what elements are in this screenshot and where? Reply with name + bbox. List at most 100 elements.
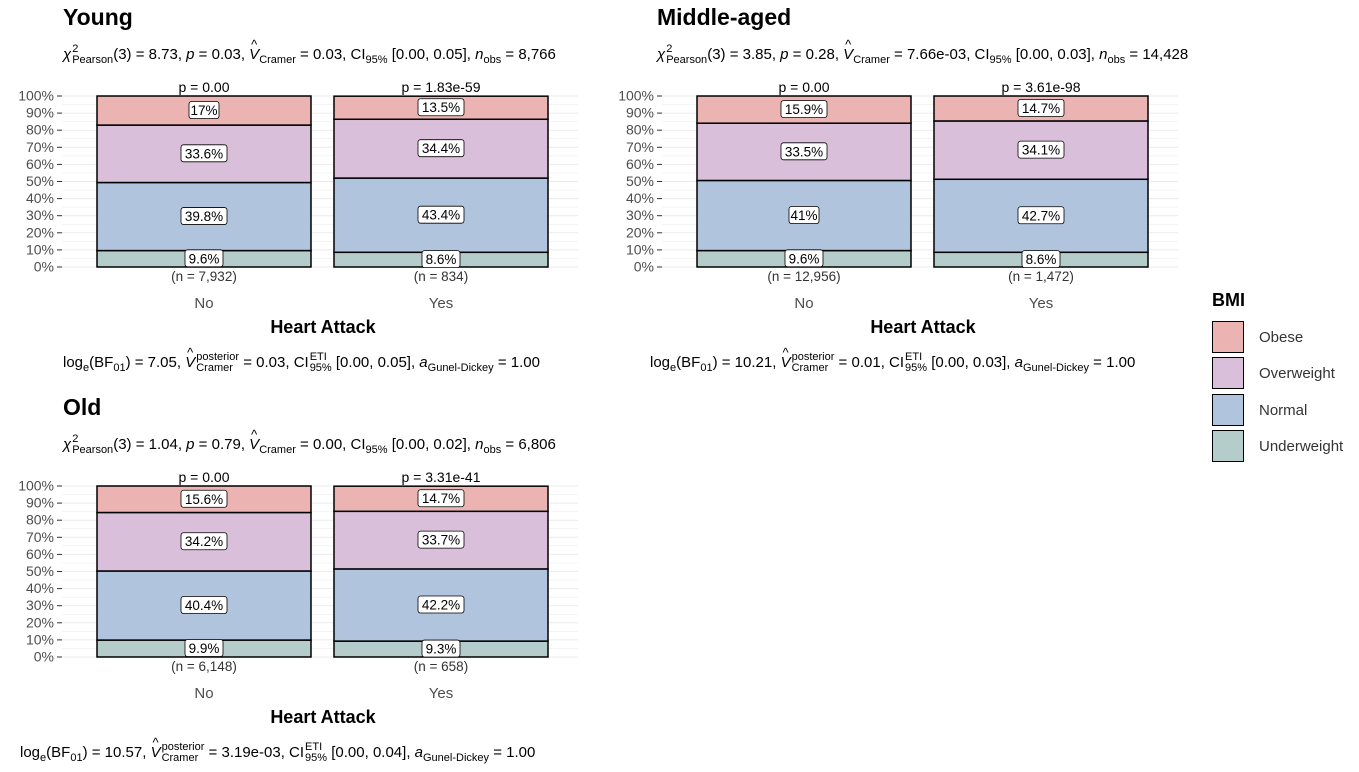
legend-label: Normal [1259,402,1308,419]
y-tick-label: 100% [18,88,54,104]
y-tick-label: 80% [26,122,54,138]
data-label-box [184,639,224,657]
chart-title: Old [63,394,102,420]
data-label: 34.4% [422,141,460,156]
stacked-bar-chart: 0% 10%20%30%40%50%60%70%80%90%100% 9.6% 39.… [18,79,578,337]
y-tick-label: 70% [26,139,54,155]
y-tick-label: 50% [26,173,54,189]
legend-item-underweight: Underweight [1212,430,1359,466]
y-tick-label: 40% [626,190,654,206]
data-label: 41% [790,208,817,223]
data-label: 39.8% [185,209,223,224]
data-label-box [417,595,465,614]
legend-title: BMI [1212,290,1245,310]
y-tick-label: 100% [18,478,54,494]
data-label-box [180,532,228,551]
data-label-box [788,206,820,224]
legend-swatch [1212,321,1244,353]
data-label: 9.3% [426,642,457,657]
y-tick-label: 20% [26,224,54,240]
y-tick-label: 50% [26,563,54,579]
data-label: 40.4% [185,598,223,613]
data-label: 14.7% [422,491,460,506]
data-label: 42.2% [422,598,460,613]
data-label-box [180,489,228,508]
data-label-box [180,596,228,614]
data-label-box [1017,206,1065,225]
n-label: (n = 7,932) [171,269,237,284]
y-tick-label: 90% [26,105,54,121]
legend-label: Overweight [1259,365,1335,382]
data-label: 9.6% [189,251,220,266]
p-value-label: p = 3.61e-98 [1001,79,1080,95]
y-tick-label: 10% [26,241,54,257]
y-tick-label: 30% [26,597,54,613]
y-tick-label: 60% [26,156,54,172]
legend-label: Underweight [1259,438,1344,455]
data-label: 33.7% [422,533,460,548]
n-label: (n = 658) [414,659,468,674]
p-value-label: p = 0.00 [779,79,830,95]
stacked-bar-chart: 0% 10%20%30%40%50%60%70%80%90%100% 9.9% 40.… [18,469,578,727]
data-label-box [1017,140,1065,159]
p-value-label: p = 0.00 [179,469,230,485]
y-tick-label: 30% [626,207,654,223]
legend-item-overweight: Overweight [1212,357,1359,393]
y-tick-label: 0% [634,259,654,275]
n-label: (n = 12,956) [767,269,840,284]
y-tick-label: 40% [26,580,54,596]
y-tick-label: 90% [626,105,654,121]
data-label-box [180,144,228,163]
x-tick-label: Yes [429,295,453,312]
data-label: 8.6% [426,252,457,267]
y-tick-label: 100% [618,88,654,104]
data-label-box [780,100,828,118]
x-tick-label: No [194,685,213,702]
y-tick-label: 70% [26,529,54,545]
x-axis-title: Heart Attack [870,317,976,337]
y-tick-label: 40% [26,190,54,206]
n-label: (n = 6,148) [171,659,237,674]
data-label-box [417,205,465,224]
data-label: 34.2% [185,534,223,549]
n-label: (n = 1,472) [1008,269,1074,284]
data-label: 42.7% [1022,208,1060,223]
y-tick-label: 60% [26,546,54,562]
bar-segment-obese [96,95,312,126]
legend-item-obese: Obese [1212,321,1359,357]
y-tick-label: 80% [26,512,54,528]
legend-item-normal: Normal [1212,394,1359,430]
chart-title: Middle-aged [657,4,792,30]
data-label-box [421,639,461,658]
data-label-box [1021,250,1061,269]
data-label: 14.7% [1022,101,1060,116]
n-label: (n = 834) [414,269,468,284]
data-label: 33.6% [185,146,223,161]
data-label-box [417,98,465,117]
y-tick-label: 20% [26,614,54,630]
data-label-box [1017,99,1065,117]
x-axis-title: Heart Attack [270,317,376,337]
data-label-box [784,249,824,268]
data-label-box [780,142,828,161]
data-label: 17% [190,103,217,118]
data-label-box [417,489,465,508]
x-tick-label: No [194,295,213,312]
data-label: 33.5% [785,144,823,159]
data-label-box [184,249,224,268]
legend-swatch [1212,357,1244,389]
data-label: 43.4% [422,208,460,223]
data-label: 9.6% [789,251,820,266]
y-tick-label: 10% [626,241,654,257]
data-label: 9.9% [189,641,220,656]
p-value-label: p = 3.31e-41 [401,469,480,485]
x-tick-label: Yes [429,685,453,702]
legend-label: Obese [1259,329,1304,346]
p-value-label: p = 1.83e-59 [401,79,480,95]
chart-title: Young [63,4,133,30]
y-tick-label: 0% [34,649,54,665]
x-tick-label: Yes [1029,295,1053,312]
